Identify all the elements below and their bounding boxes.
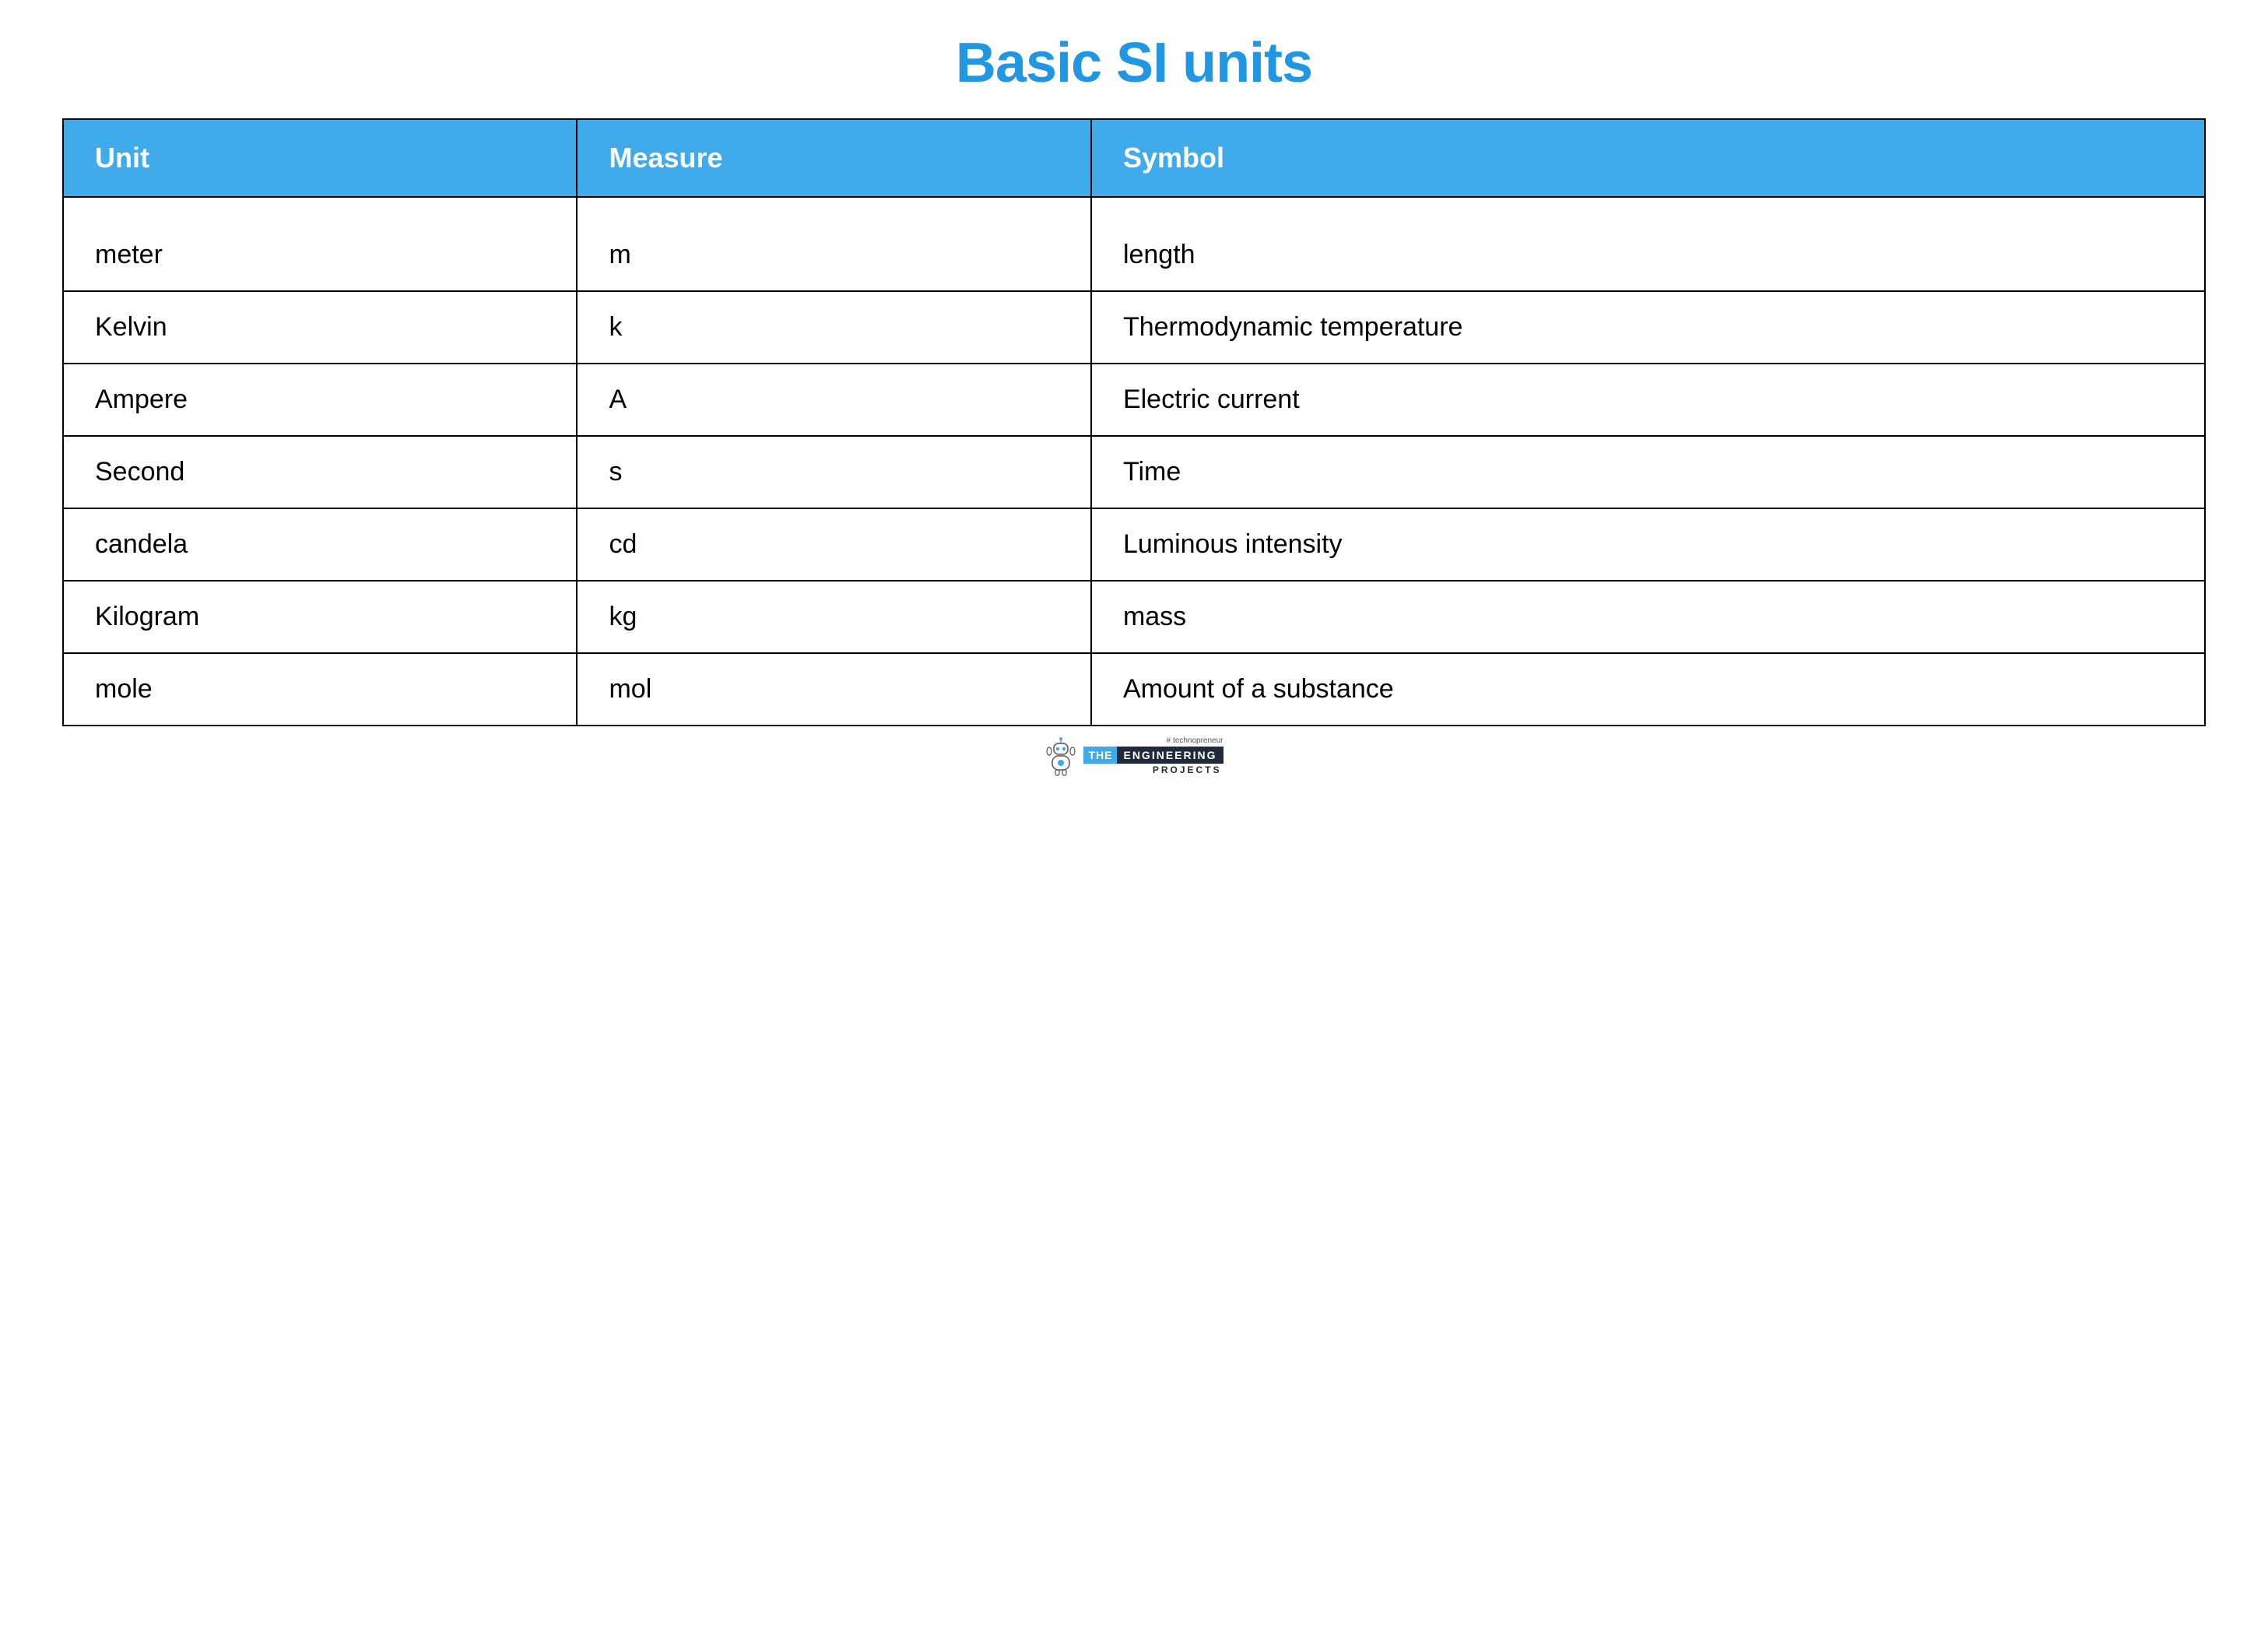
robot-icon <box>1044 736 1077 776</box>
cell-unit: Ampere <box>63 364 577 436</box>
footer-logo: # technopreneur THE ENGINEERING PROJECTS <box>62 736 2206 776</box>
cell-unit: mole <box>63 653 577 726</box>
col-header-symbol: Symbol <box>1091 119 2205 197</box>
si-units-table: Unit Measure Symbol meter m length Kelvi… <box>62 118 2206 726</box>
cell-symbol: Electric current <box>1091 364 2205 436</box>
cell-symbol: mass <box>1091 581 2205 653</box>
page-title: Basic SI units <box>62 31 2206 95</box>
cell-unit: Kilogram <box>63 581 577 653</box>
table-row: mole mol Amount of a substance <box>63 653 2205 726</box>
cell-measure: k <box>577 291 1090 364</box>
col-header-measure: Measure <box>577 119 1090 197</box>
table-row: candela cd Luminous intensity <box>63 508 2205 581</box>
table-row: meter m length <box>63 197 2205 291</box>
cell-unit: candela <box>63 508 577 581</box>
cell-measure: cd <box>577 508 1090 581</box>
table-row: Kelvin k Thermodynamic temperature <box>63 291 2205 364</box>
cell-symbol: length <box>1091 197 2205 291</box>
cell-unit: meter <box>63 197 577 291</box>
cell-measure: s <box>577 436 1090 508</box>
cell-symbol: Time <box>1091 436 2205 508</box>
table-row: Second s Time <box>63 436 2205 508</box>
cell-measure: kg <box>577 581 1090 653</box>
cell-measure: mol <box>577 653 1090 726</box>
cell-unit: Second <box>63 436 577 508</box>
cell-symbol: Amount of a substance <box>1091 653 2205 726</box>
cell-symbol: Luminous intensity <box>1091 508 2205 581</box>
logo-word-projects: PROJECTS <box>1083 764 1223 775</box>
logo-text-block: # technopreneur THE ENGINEERING PROJECTS <box>1083 737 1223 775</box>
logo-word-engineering: ENGINEERING <box>1117 747 1223 764</box>
col-header-unit: Unit <box>63 119 577 197</box>
cell-symbol: Thermodynamic temperature <box>1091 291 2205 364</box>
cell-measure: m <box>577 197 1090 291</box>
cell-unit: Kelvin <box>63 291 577 364</box>
table-row: Kilogram kg mass <box>63 581 2205 653</box>
table-row: Ampere A Electric current <box>63 364 2205 436</box>
table-header-row: Unit Measure Symbol <box>63 119 2205 197</box>
logo-word-the: THE <box>1083 747 1117 764</box>
cell-measure: A <box>577 364 1090 436</box>
logo-tagline: # technopreneur <box>1083 737 1223 745</box>
